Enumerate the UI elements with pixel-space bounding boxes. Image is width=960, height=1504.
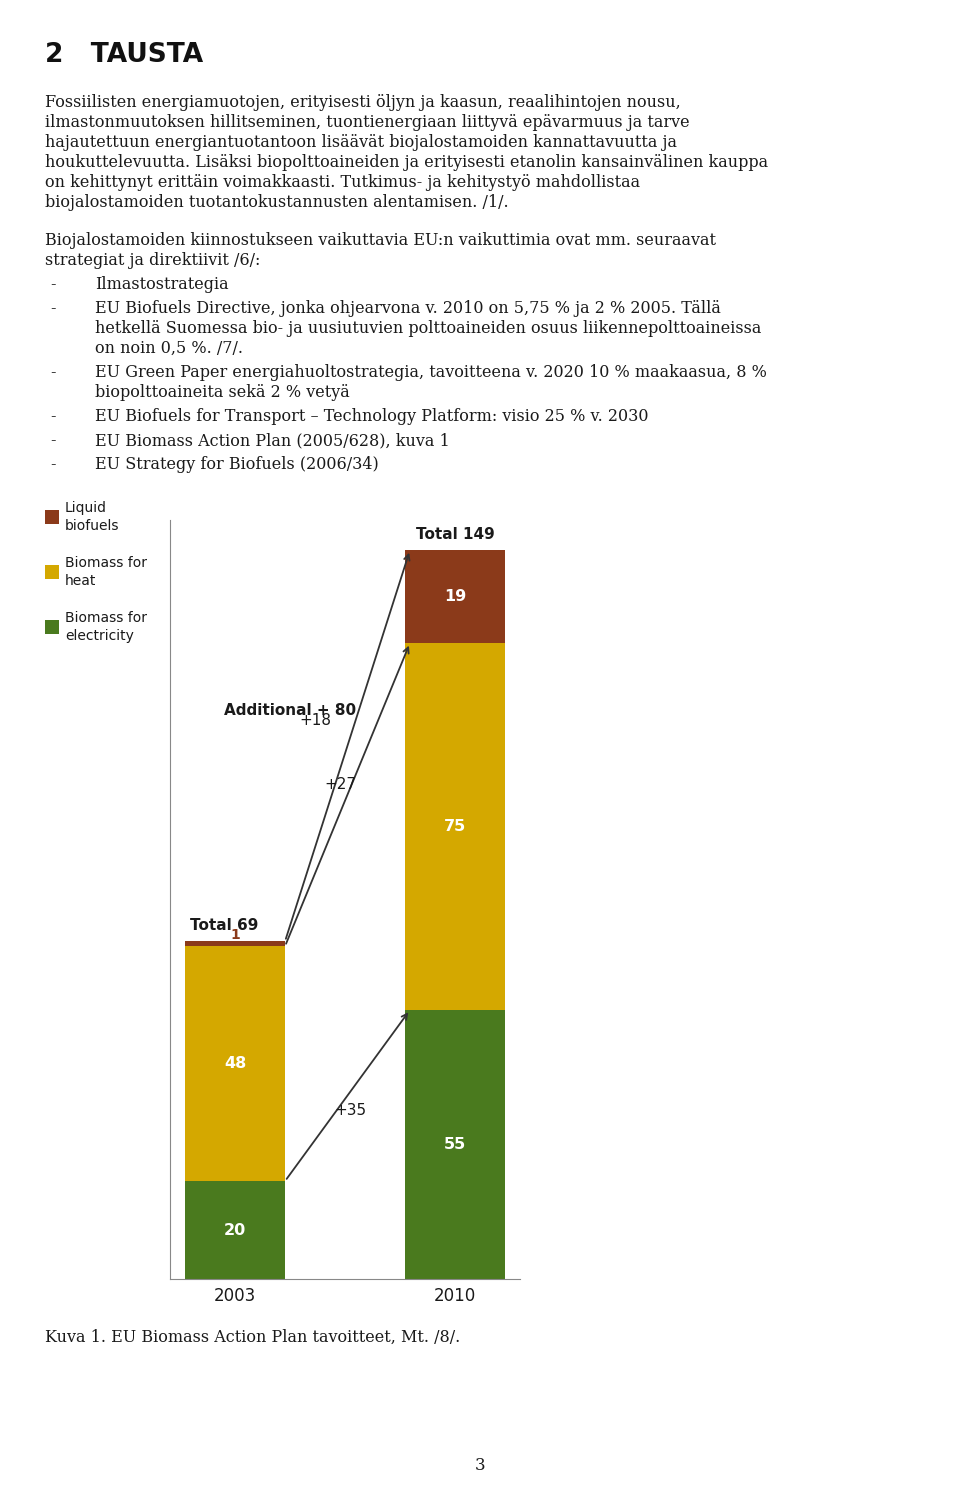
Text: Biojalostamoiden kiinnostukseen vaikuttavia EU:n vaikuttimia ovat mm. seuraavat: Biojalostamoiden kiinnostukseen vaikutta…: [45, 232, 716, 250]
Bar: [185, 1181, 285, 1278]
Text: -: -: [50, 456, 56, 472]
Text: ilmastonmuutoksen hillitseminen, tuontienergiaan liittyvä epävarmuus ja tarve: ilmastonmuutoksen hillitseminen, tuontie…: [45, 114, 689, 131]
Text: houkuttelevuutta. Lisäksi biopolttoaineiden ja erityisesti etanolin kansainvälin: houkuttelevuutta. Lisäksi biopolttoainei…: [45, 153, 768, 171]
Bar: [405, 1009, 505, 1278]
Text: biojalostamoiden tuotantokustannusten alentamisen. /1/.: biojalostamoiden tuotantokustannusten al…: [45, 194, 509, 211]
Text: -: -: [50, 277, 56, 293]
Text: EU Biofuels for Transport – Technology Platform: visio 25 % v. 2030: EU Biofuels for Transport – Technology P…: [95, 408, 649, 426]
Text: biopolttoaineita sekä 2 % vetyä: biopolttoaineita sekä 2 % vetyä: [95, 384, 349, 402]
Text: Total 69: Total 69: [190, 919, 258, 934]
Text: Additional + 80: Additional + 80: [224, 704, 356, 719]
Text: +27: +27: [324, 778, 356, 793]
Text: 20: 20: [224, 1223, 246, 1238]
Text: EU Green Paper energiahuoltostrategia, tavoitteena v. 2020 10 % maakaasua, 8 %: EU Green Paper energiahuoltostrategia, t…: [95, 364, 767, 381]
Text: EU Strategy for Biofuels (2006/34): EU Strategy for Biofuels (2006/34): [95, 456, 379, 472]
Text: 19: 19: [444, 590, 467, 605]
Text: EU Biofuels Directive, jonka ohjearvona v. 2010 on 5,75 % ja 2 % 2005. Tällä: EU Biofuels Directive, jonka ohjearvona …: [95, 299, 721, 317]
Bar: [405, 550, 505, 642]
Text: -: -: [50, 432, 56, 450]
Text: 55: 55: [444, 1137, 467, 1152]
Text: EU Biomass Action Plan (2005/628), kuva 1: EU Biomass Action Plan (2005/628), kuva …: [95, 432, 449, 450]
Bar: [405, 642, 505, 1009]
Text: -: -: [50, 299, 56, 317]
Text: Liquid
biofuels: Liquid biofuels: [65, 501, 119, 532]
Text: on kehittynyt erittäin voimakkaasti. Tutkimus- ja kehitystyö mahdollistaa: on kehittynyt erittäin voimakkaasti. Tut…: [45, 174, 640, 191]
Text: 2   TAUSTA: 2 TAUSTA: [45, 42, 204, 68]
Text: hetkellä Suomessa bio- ja uusiutuvien polttoaineiden osuus liikennepolttoaineiss: hetkellä Suomessa bio- ja uusiutuvien po…: [95, 320, 761, 337]
Text: -: -: [50, 408, 56, 426]
Text: 1: 1: [230, 928, 240, 942]
Text: 2010: 2010: [434, 1287, 476, 1305]
Text: +18: +18: [299, 713, 331, 728]
Text: Biomass for
electricity: Biomass for electricity: [65, 611, 147, 642]
Text: 2003: 2003: [214, 1287, 256, 1305]
Text: 48: 48: [224, 1056, 246, 1071]
Text: Kuva 1. EU Biomass Action Plan tavoitteet, Mt. /8/.: Kuva 1. EU Biomass Action Plan tavoittee…: [45, 1330, 460, 1346]
Bar: [185, 946, 285, 1181]
Text: Biomass for
heat: Biomass for heat: [65, 556, 147, 588]
Bar: [45, 510, 59, 523]
Bar: [45, 620, 59, 635]
Text: Ilmastostrategia: Ilmastostrategia: [95, 277, 228, 293]
Text: strategiat ja direktiivit /6/:: strategiat ja direktiivit /6/:: [45, 253, 260, 269]
Text: 75: 75: [444, 820, 467, 833]
Text: Fossiilisten energiamuotojen, erityisesti öljyn ja kaasun, reaalihintojen nousu,: Fossiilisten energiamuotojen, erityisest…: [45, 93, 681, 111]
Text: on noin 0,5 %. /7/.: on noin 0,5 %. /7/.: [95, 340, 243, 356]
Text: hajautettuun energiantuotantoon lisäävät biojalostamoiden kannattavuutta ja: hajautettuun energiantuotantoon lisäävät…: [45, 134, 677, 150]
Bar: [185, 942, 285, 946]
Text: Total 149: Total 149: [416, 526, 494, 541]
Text: +35: +35: [334, 1102, 366, 1117]
Text: 3: 3: [474, 1457, 486, 1474]
Text: -: -: [50, 364, 56, 381]
Bar: [45, 566, 59, 579]
